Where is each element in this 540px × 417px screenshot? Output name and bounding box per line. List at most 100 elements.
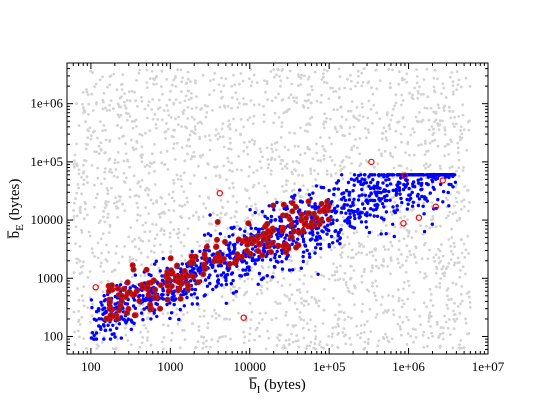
- highlighted-point: [195, 279, 202, 286]
- background-point: [227, 119, 231, 123]
- background-point: [132, 148, 136, 152]
- background-point: [272, 121, 275, 125]
- background-point: [437, 128, 441, 132]
- background-point: [381, 336, 385, 339]
- background-point: [352, 125, 356, 129]
- main-point: [192, 266, 196, 271]
- main-point: [351, 189, 355, 193]
- background-point: [153, 169, 157, 173]
- background-point: [110, 270, 114, 274]
- main-point: [211, 252, 216, 256]
- background-point: [267, 265, 271, 269]
- background-point: [270, 143, 274, 147]
- main-point: [453, 173, 457, 177]
- background-point: [291, 340, 295, 344]
- main-point: [272, 264, 277, 269]
- background-point: [322, 308, 326, 312]
- background-point: [119, 95, 123, 98]
- main-point: [314, 184, 319, 188]
- background-point: [334, 90, 338, 93]
- main-point: [299, 266, 303, 270]
- background-point: [322, 80, 326, 84]
- main-point: [315, 242, 320, 246]
- background-point: [459, 129, 462, 132]
- background-point: [284, 310, 288, 314]
- highlighted-point: [152, 294, 159, 301]
- background-point: [247, 339, 251, 342]
- background-point: [334, 325, 337, 329]
- main-point: [226, 268, 230, 273]
- background-point: [252, 114, 256, 118]
- main-point: [133, 285, 137, 289]
- background-point: [461, 113, 465, 117]
- background-point: [456, 151, 460, 155]
- background-point: [457, 166, 461, 170]
- main-point: [327, 188, 331, 193]
- background-point: [188, 133, 192, 137]
- background-point: [425, 305, 428, 309]
- background-point: [338, 303, 341, 307]
- background-point: [135, 219, 139, 222]
- main-point: [367, 175, 371, 179]
- background-point: [389, 240, 393, 244]
- background-point: [146, 330, 150, 333]
- main-point: [202, 233, 207, 237]
- background-point: [314, 178, 317, 182]
- background-point: [333, 163, 337, 167]
- background-point: [387, 294, 390, 297]
- background-point: [163, 163, 167, 166]
- background-point: [75, 214, 79, 218]
- background-point: [192, 174, 196, 177]
- background-point: [451, 90, 455, 94]
- background-point: [402, 237, 406, 241]
- background-point: [456, 190, 459, 194]
- main-point: [422, 212, 426, 216]
- highlighted-point: [175, 287, 182, 294]
- background-point: [113, 347, 117, 351]
- main-point: [100, 303, 104, 307]
- background-point: [73, 201, 76, 205]
- background-point: [98, 331, 102, 335]
- highlighted-point: [306, 210, 313, 217]
- main-point: [417, 197, 422, 201]
- background-point: [288, 343, 291, 346]
- main-point: [441, 189, 446, 194]
- y-tick-label: 1000: [37, 270, 63, 285]
- background-point: [108, 157, 112, 161]
- background-point: [88, 126, 92, 130]
- background-point: [375, 264, 378, 268]
- background-point: [411, 127, 415, 131]
- background-point: [237, 155, 241, 158]
- background-point: [427, 118, 431, 122]
- background-point: [359, 324, 363, 327]
- background-point: [398, 70, 401, 74]
- background-point: [336, 345, 340, 349]
- background-point: [143, 274, 147, 277]
- background-point: [135, 201, 139, 205]
- background-point: [396, 322, 400, 326]
- background-point: [113, 161, 117, 165]
- main-point: [231, 233, 235, 237]
- background-point: [233, 215, 237, 219]
- background-point: [344, 281, 348, 284]
- highlighted-point: [267, 248, 274, 255]
- background-point: [207, 163, 210, 166]
- y-tick-label: 1e+05: [30, 154, 63, 169]
- background-point: [317, 343, 321, 346]
- background-point: [333, 313, 337, 317]
- background-point: [345, 155, 348, 159]
- main-point: [231, 251, 235, 255]
- background-point: [77, 168, 81, 172]
- background-point: [101, 129, 104, 133]
- background-point: [352, 269, 356, 272]
- background-point: [359, 331, 363, 335]
- background-point: [402, 281, 406, 284]
- background-point: [355, 105, 359, 109]
- main-point: [208, 281, 212, 286]
- main-point: [260, 258, 265, 262]
- background-point: [179, 174, 183, 178]
- background-point: [407, 284, 411, 288]
- main-point: [377, 173, 381, 177]
- background-point: [311, 249, 315, 253]
- background-point: [221, 135, 225, 139]
